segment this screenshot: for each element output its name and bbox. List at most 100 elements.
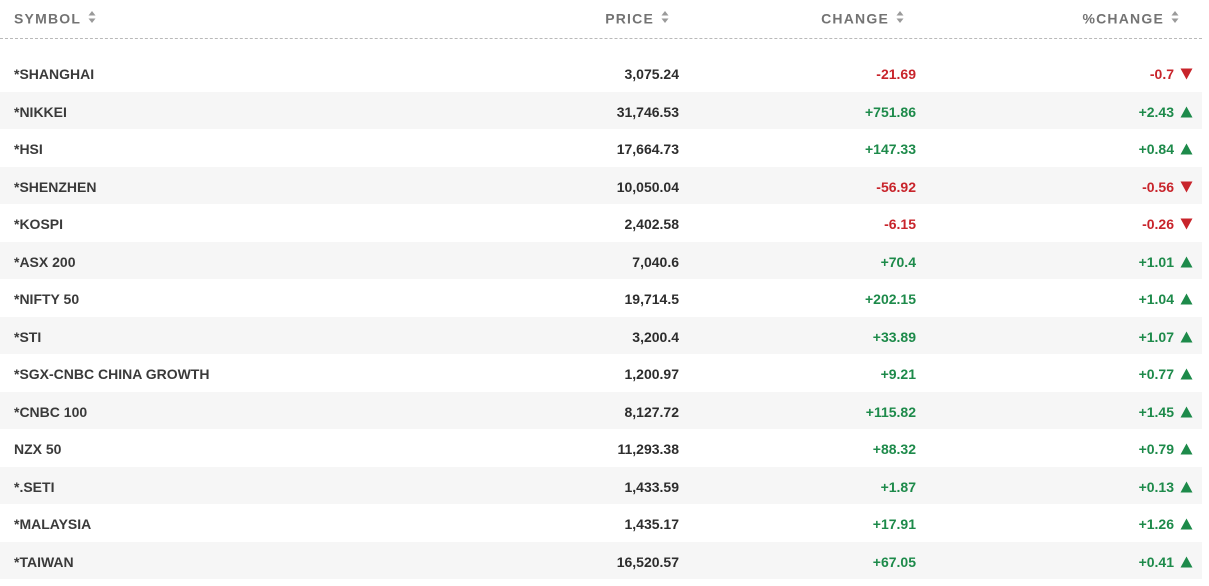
symbol-link[interactable]: *NIFTY 50 (14, 291, 80, 307)
symbol-link[interactable]: *TAIWAN (14, 553, 74, 570)
symbol-link[interactable]: *SHENZHEN (14, 178, 97, 195)
price-value: 3,075.24 (624, 66, 680, 82)
symbol-link[interactable]: *STI (14, 328, 42, 345)
triangle-up-icon (1180, 106, 1193, 118)
table-row: *KOSPI 2,402.58 -6.15 -0.26 (0, 204, 1202, 242)
pct-change-cell: -0.26 (1142, 204, 1193, 242)
pct-change-value: +1.04 (1138, 291, 1174, 307)
table-row: *.SETI 1,433.59 +1.87 +0.13 (0, 466, 1202, 505)
price-value: 1,200.97 (624, 366, 680, 382)
change-value: +17.91 (872, 516, 916, 532)
price-value: 2,402.58 (624, 216, 680, 232)
table-row: *SHENZHEN 10,050.04 -56.92 -0.56 (0, 166, 1202, 205)
table-body: *SHANGHAI 3,075.24 -21.69 -0.7 *NIKKEI 3… (0, 54, 1202, 579)
pct-change-cell: -0.56 (1142, 167, 1193, 205)
pct-change-value: +0.84 (1138, 141, 1174, 157)
sort-updown-icon (896, 10, 904, 24)
symbol-link[interactable]: NZX 50 (14, 441, 62, 457)
pct-change-cell: +0.79 (1139, 429, 1193, 467)
price-value: 31,746.53 (616, 103, 679, 120)
triangle-up-icon (1180, 443, 1193, 455)
table-row: *ASX 200 7,040.6 +70.4 +1.01 (0, 241, 1202, 280)
table-row: *NIFTY 50 19,714.5 +202.15 +1.04 (0, 279, 1202, 317)
change-header-label: CHANGE (821, 10, 889, 27)
table-row: *NIKKEI 31,746.53 +751.86 +2.43 (0, 91, 1202, 130)
price-value: 16,520.57 (616, 553, 679, 570)
price-value: 11,293.38 (617, 441, 679, 457)
price-value: 8,127.72 (624, 403, 680, 420)
triangle-up-icon (1180, 556, 1193, 568)
table-row: *TAIWAN 16,520.57 +67.05 +0.41 (0, 541, 1202, 579)
sort-pct-change-header[interactable]: %CHANGE (1082, 8, 1179, 26)
sort-updown-icon (1171, 10, 1179, 24)
pct-change-value: +1.01 (1138, 253, 1174, 270)
price-value: 19,714.5 (624, 291, 680, 307)
triangle-up-icon (1180, 331, 1193, 343)
symbol-link[interactable]: *SHANGHAI (14, 66, 95, 82)
pct-change-value: +0.41 (1138, 553, 1174, 570)
change-value: +751.86 (865, 103, 916, 120)
table-row: *STI 3,200.4 +33.89 +1.07 (0, 316, 1202, 355)
symbol-link[interactable]: *HSI (14, 141, 43, 157)
symbol-link[interactable]: *ASX 200 (14, 253, 76, 270)
symbol-link[interactable]: *.SETI (14, 478, 55, 495)
pct-change-cell: +1.01 (1139, 242, 1193, 280)
change-value: -21.69 (876, 66, 916, 82)
price-value: 3,200.4 (632, 328, 679, 345)
triangle-down-icon (1180, 218, 1193, 230)
pct-change-cell: +0.13 (1139, 467, 1193, 505)
change-value: +147.33 (865, 141, 916, 157)
symbol-header-label: SYMBOL (14, 10, 82, 27)
table-row: *SHANGHAI 3,075.24 -21.69 -0.7 (0, 54, 1202, 92)
table-row: *MALAYSIA 1,435.17 +17.91 +1.26 (0, 504, 1202, 542)
symbol-link[interactable]: *KOSPI (14, 216, 64, 232)
sort-change-header[interactable]: CHANGE (821, 8, 904, 26)
pct-change-cell: +1.26 (1139, 504, 1193, 542)
pct-change-cell: +1.07 (1139, 317, 1193, 355)
table-row: *SGX-CNBC CHINA GROWTH 1,200.97 +9.21 +0… (0, 354, 1202, 392)
symbol-link[interactable]: *NIKKEI (14, 103, 67, 120)
change-value: +88.32 (872, 441, 916, 457)
pct-change-cell: +2.43 (1139, 92, 1193, 130)
triangle-down-icon (1180, 181, 1193, 193)
triangle-up-icon (1180, 481, 1193, 493)
price-value: 7,040.6 (632, 253, 679, 270)
pct-change-value: -0.26 (1142, 216, 1174, 232)
change-value: -56.92 (876, 178, 916, 195)
pct-change-value: +1.45 (1138, 403, 1174, 420)
change-value: +70.4 (880, 253, 916, 270)
triangle-up-icon (1180, 518, 1193, 530)
symbol-link[interactable]: *SGX-CNBC CHINA GROWTH (14, 366, 210, 382)
pct-change-value: +0.13 (1138, 478, 1174, 495)
pct-change-cell: +0.77 (1139, 354, 1193, 392)
change-value: +33.89 (872, 328, 916, 345)
pct-change-value: +2.43 (1138, 103, 1174, 120)
triangle-up-icon (1180, 368, 1193, 380)
sort-symbol-header[interactable]: SYMBOL (14, 8, 96, 26)
symbol-link[interactable]: *CNBC 100 (14, 403, 88, 420)
pct-change-cell: -0.7 (1150, 54, 1193, 92)
price-value: 17,664.73 (616, 141, 679, 157)
sort-price-header[interactable]: PRICE (605, 8, 669, 26)
table-row: *HSI 17,664.73 +147.33 +0.84 (0, 129, 1202, 167)
table-header: SYMBOL PRICE CHANGE %CHANGE (0, 0, 1202, 39)
triangle-up-icon (1180, 143, 1193, 155)
pct-change-value: -0.7 (1149, 66, 1174, 82)
pct-change-header-label: %CHANGE (1082, 10, 1164, 27)
table-row: NZX 50 11,293.38 +88.32 +0.79 (0, 429, 1202, 467)
change-value: +202.15 (865, 291, 916, 307)
pct-change-cell: +1.45 (1139, 392, 1193, 430)
change-value: +1.87 (880, 478, 916, 495)
pct-change-value: +0.77 (1138, 366, 1174, 382)
change-value: -6.15 (884, 216, 916, 232)
triangle-up-icon (1180, 256, 1193, 268)
pct-change-value: -0.56 (1142, 178, 1174, 195)
pct-change-value: +1.07 (1138, 328, 1174, 345)
price-header-label: PRICE (605, 10, 654, 27)
change-value: +115.82 (865, 403, 916, 420)
change-value: +67.05 (872, 553, 916, 570)
table-row: *CNBC 100 8,127.72 +115.82 +1.45 (0, 391, 1202, 430)
symbol-link[interactable]: *MALAYSIA (14, 516, 92, 532)
price-value: 1,435.17 (624, 516, 680, 532)
sort-updown-icon (661, 10, 669, 24)
